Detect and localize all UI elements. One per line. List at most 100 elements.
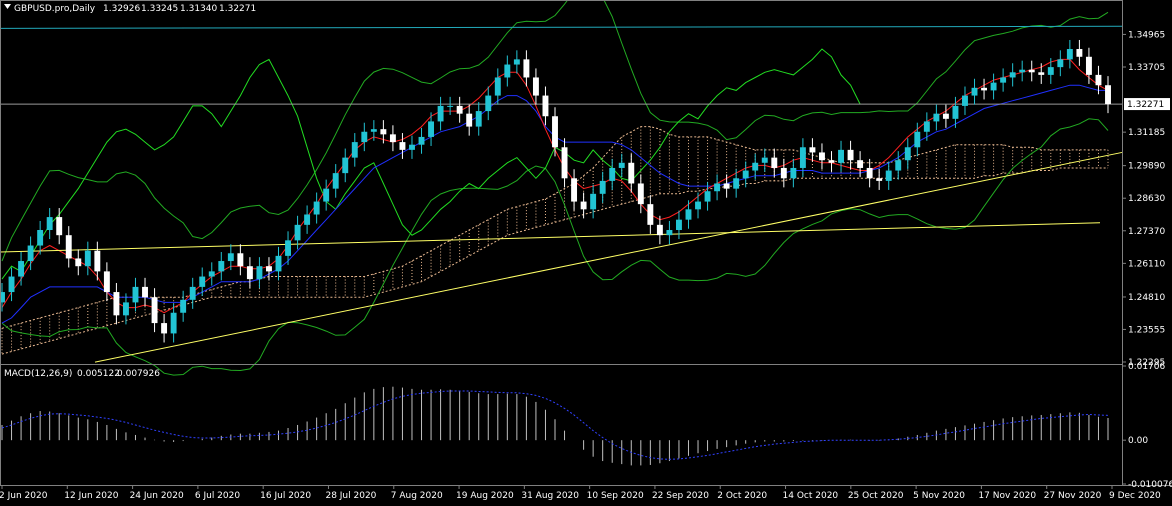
candle-body (1076, 49, 1083, 57)
price-tick-label: 1.29890 (1128, 162, 1165, 172)
macd-pane[interactable] (1, 386, 1109, 466)
candle-body (828, 160, 835, 163)
candle-body (409, 144, 415, 150)
candle-body (685, 209, 692, 220)
candle-body (56, 217, 63, 236)
candle-body (285, 240, 291, 256)
candle-body (266, 266, 272, 272)
candle-body (227, 253, 234, 262)
chart-open: 1.32926 (103, 4, 140, 14)
chikou-span-line (1, 48, 861, 280)
candle-body (113, 292, 120, 316)
candle-body (552, 116, 558, 148)
horizontal-trend-line[interactable] (0, 222, 1101, 253)
candle-body (170, 312, 177, 334)
candle-body (65, 235, 72, 259)
price-tick-label: 1.27370 (1128, 227, 1165, 237)
candle-body (914, 131, 921, 148)
candle-body (609, 167, 616, 181)
current-price-tag (1124, 98, 1170, 111)
date-tick-label: 28 Jul 2020 (325, 491, 376, 501)
date-tick-label: 27 Nov 2020 (1044, 491, 1102, 501)
macd-tick-label: 0.01706 (1128, 362, 1165, 372)
candle-body (246, 266, 253, 280)
candle-body (771, 157, 778, 168)
macd-axis: 0.01706 0.00 -0.010076 (1122, 362, 1172, 490)
candle-body (561, 147, 568, 179)
candle-body (523, 59, 530, 78)
candle-body (304, 214, 311, 225)
candle-body (323, 188, 330, 202)
candle-body (513, 59, 520, 65)
candle-body (485, 95, 492, 112)
candle-body (189, 286, 196, 300)
candle-body (1066, 49, 1073, 60)
macd-tick-label: -0.010076 (1128, 480, 1172, 490)
price-tick-label: 1.31185 (1128, 128, 1165, 138)
date-tick-label: 2 Jun 2020 (0, 491, 48, 501)
candle-body (18, 261, 25, 277)
candle-body (8, 276, 15, 293)
candle-body (599, 180, 606, 194)
candle-body (84, 250, 91, 267)
candle-body (351, 142, 358, 158)
candle-body (256, 266, 263, 280)
bollinger-upper-line (1, 0, 1109, 262)
candle-body (399, 142, 406, 150)
candle-body (237, 253, 244, 267)
date-tick-label: 19 Aug 2020 (456, 491, 514, 501)
candle-body (1047, 67, 1054, 75)
candle-body (780, 167, 787, 179)
date-tick-label: 6 Jul 2020 (195, 491, 240, 501)
candle-body (799, 147, 806, 168)
candle-body (0, 292, 5, 303)
candle-body (532, 77, 539, 96)
candle-body (819, 152, 825, 161)
candle-body (1057, 59, 1064, 68)
candle-body (866, 167, 873, 179)
candle-body (218, 261, 225, 272)
price-axis: 1.34965 1.33705 1.32271 1.31185 1.29890 1.286… (1122, 30, 1170, 368)
candle-body (275, 255, 282, 272)
candle-body (94, 250, 101, 272)
candle-body (122, 302, 129, 316)
price-pane[interactable] (0, 0, 1123, 376)
price-tick-label: 1.26110 (1128, 259, 1165, 269)
candle-body (714, 183, 721, 192)
top-resistance-line[interactable] (0, 25, 1123, 29)
candle-body (428, 121, 435, 137)
macd-signal-line (1, 390, 1109, 460)
candle-body (132, 286, 139, 303)
rising-trend-line[interactable] (94, 151, 1123, 363)
candle-body (180, 299, 187, 313)
candle-body (1038, 72, 1045, 75)
candle-body (332, 173, 339, 189)
candle-body (456, 105, 463, 114)
candle-body (27, 245, 34, 262)
date-tick-label: 2 Oct 2020 (717, 491, 767, 501)
candle-body (895, 160, 902, 171)
candle-body (504, 64, 511, 78)
candles (0, 39, 1111, 343)
date-tick-label: 9 Dec 2020 (1109, 491, 1161, 501)
macd-histogram (1, 386, 1109, 466)
macd-signal-value: 0.007926 (117, 369, 160, 379)
price-tick-label: 1.34965 (1128, 30, 1165, 40)
candle-body (1019, 69, 1026, 73)
candle-body (628, 162, 635, 184)
candle-body (1000, 77, 1007, 83)
candle-body (475, 111, 482, 127)
candle-body (656, 224, 663, 236)
date-tick-label: 14 Oct 2020 (783, 491, 839, 501)
candle-body (695, 201, 701, 210)
candle-body (942, 113, 949, 119)
date-tick-label: 5 Nov 2020 (913, 491, 965, 501)
candle-body (75, 258, 82, 267)
candle-body (904, 147, 911, 161)
candle-body (761, 157, 768, 163)
candle-body (37, 230, 44, 246)
date-tick-label: 12 Jun 2020 (64, 491, 118, 501)
dropdown-arrow-icon[interactable] (4, 4, 11, 9)
